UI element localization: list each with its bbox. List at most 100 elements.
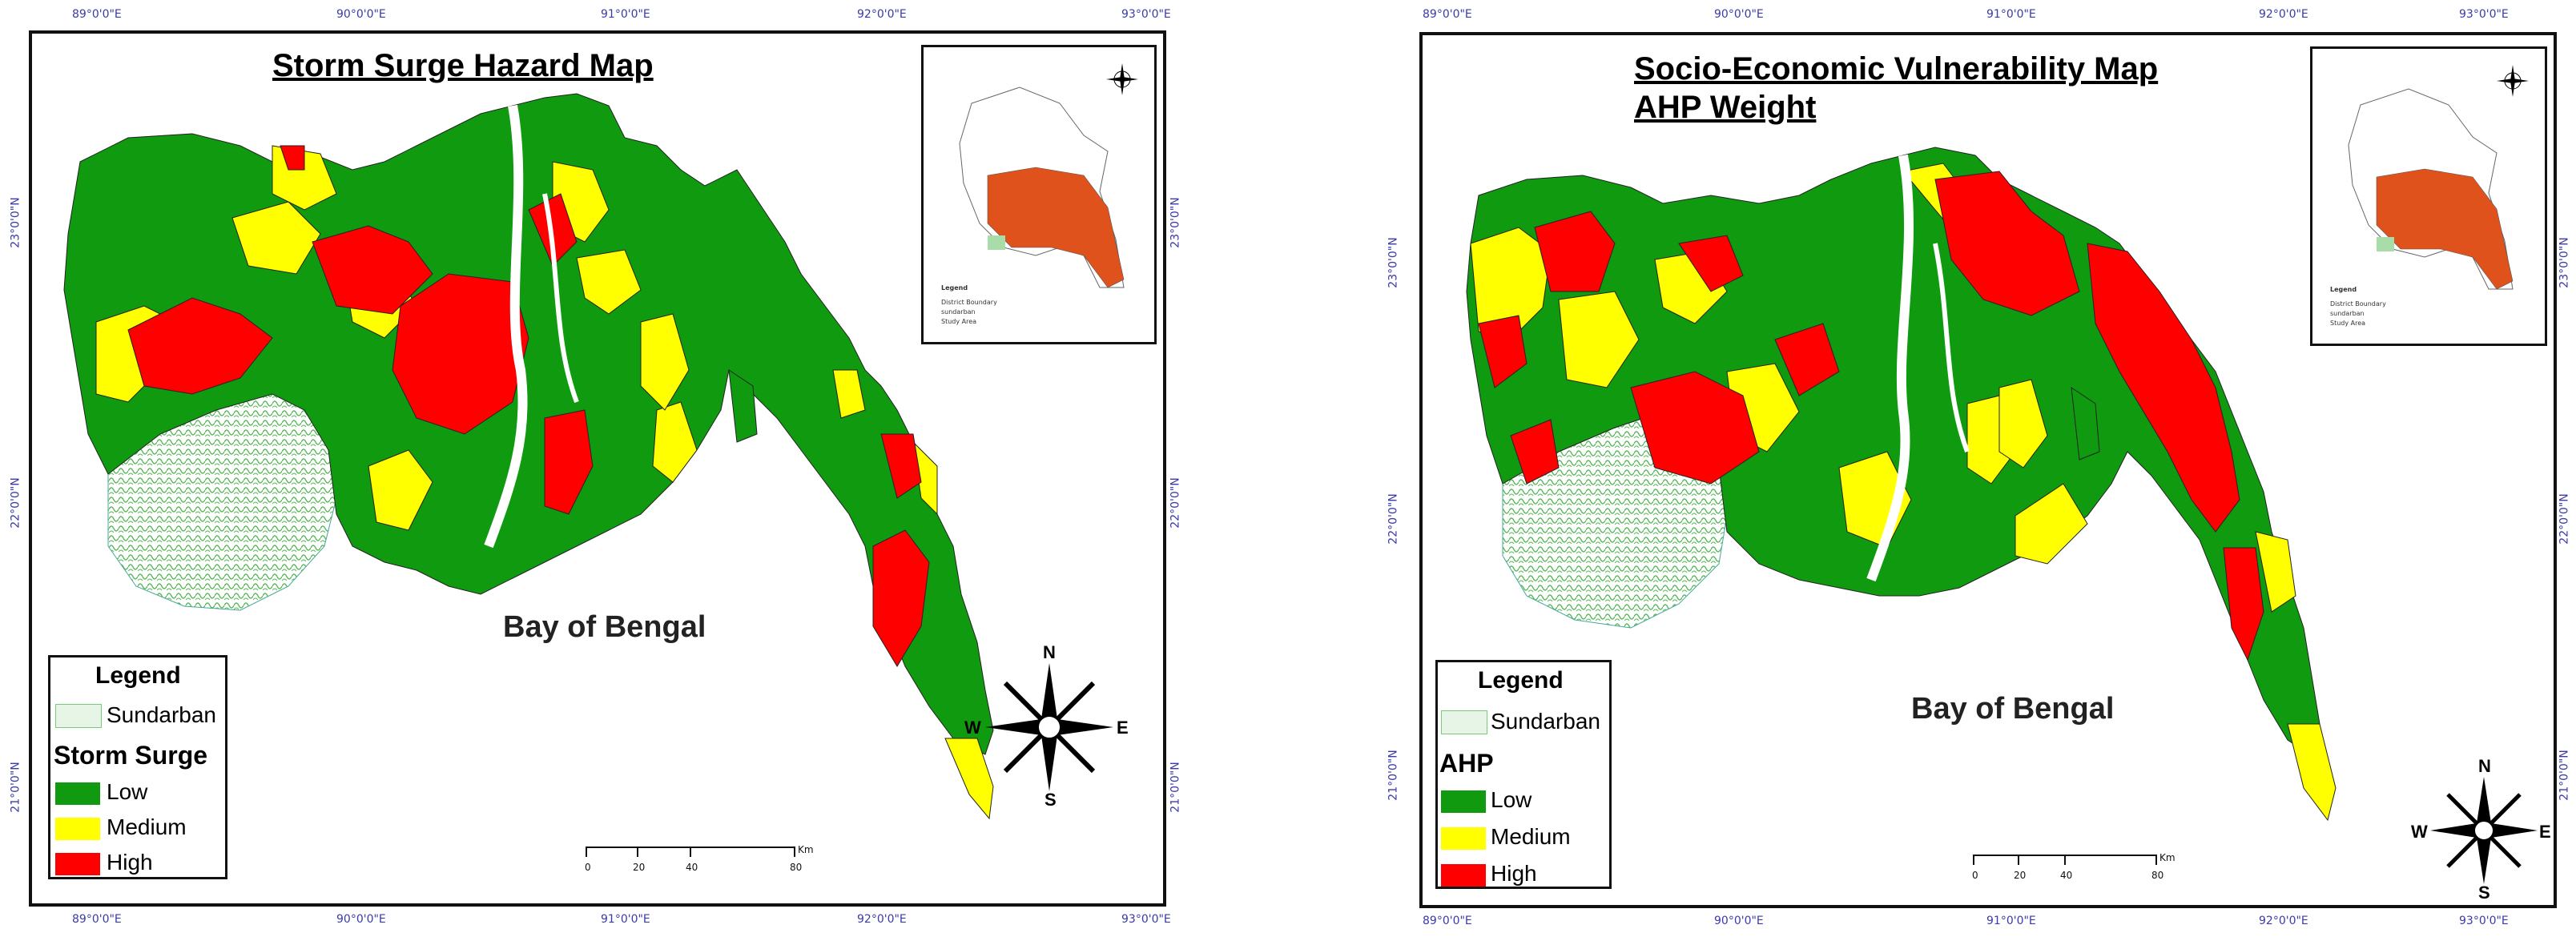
zone-medium: [2015, 483, 2088, 565]
scale-tick: 20: [633, 862, 646, 873]
top-coord-label: 89°0'0"E: [1423, 8, 1472, 21]
map-title: Socio-Economic Vulnerability Map: [1634, 51, 2159, 86]
north-arrow: N S W E: [964, 642, 1129, 810]
left-coord-label: 22°0'0"N: [1387, 493, 1400, 545]
scale-tick: 20: [2014, 870, 2027, 881]
legend-title: Legend: [1478, 667, 1564, 694]
inset-legend-item: Study Area: [941, 318, 977, 325]
compass-w: W: [964, 718, 981, 738]
zone-high: [2087, 243, 2240, 533]
storm-surge-map-panel: 89°0'0"E 90°0'0"E 91°0'0"E 92°0'0"E 93°0…: [0, 0, 1201, 941]
scale-tick: 80: [790, 862, 803, 873]
location-inset-map: Legend District Boundary sundarban Study…: [921, 45, 1157, 344]
island: [640, 313, 690, 411]
legend-label-high: High: [107, 850, 153, 875]
zone-high: [280, 145, 305, 171]
map-legend: Legend Sundarban Storm Surge Low Medium …: [48, 655, 227, 879]
top-coord-label: 93°0'0"E: [1121, 8, 1171, 21]
legend-label-medium: Medium: [107, 814, 187, 839]
zone-high: [880, 433, 922, 499]
zone-high: [1510, 419, 1560, 485]
compass-s: S: [2478, 883, 2490, 903]
scale-unit: Km: [798, 844, 814, 855]
legend-label-sundarban: Sundarban: [1491, 709, 1601, 734]
legend-label-high: High: [1491, 861, 1537, 886]
zone-medium: [652, 401, 698, 483]
zone-high: [127, 297, 273, 395]
bottom-coord-label: 92°0'0"E: [857, 913, 907, 926]
scale-tick: 0: [1972, 870, 1978, 881]
legend-swatch-high: [1441, 864, 1486, 887]
zone-high: [1934, 171, 2080, 316]
right-coord-label: 22°0'0"N: [1169, 477, 1182, 529]
river: [1866, 154, 1914, 582]
bottom-coord-label: 92°0'0"E: [2259, 915, 2308, 927]
zone-high: [1678, 235, 1744, 292]
sea-label: Bay of Bengal: [503, 610, 706, 644]
bottom-coord-label: 91°0'0"E: [1986, 915, 2036, 927]
zone-medium: [1558, 291, 1640, 388]
scale-tick: 40: [686, 862, 698, 873]
scale-bar: 0 20 40 80 Km: [585, 844, 814, 878]
legend-label-low: Low: [1491, 787, 1532, 812]
zone-medium: [576, 249, 642, 315]
legend-heading: AHP: [1439, 749, 1494, 778]
inset-legend-title: Legend: [941, 284, 968, 292]
top-coord-label: 92°0'0"E: [2259, 8, 2308, 21]
compass-n: N: [1043, 642, 1056, 662]
right-coord-label: 21°0'0"N: [1169, 762, 1182, 813]
bottom-coord-label: 91°0'0"E: [601, 913, 650, 926]
right-coord-label: 23°0'0"N: [1169, 197, 1182, 248]
legend-swatch-medium: [55, 818, 100, 840]
bottom-coord-label: 90°0'0"E: [1714, 915, 1764, 927]
legend-swatch-low: [1441, 790, 1486, 813]
map-legend: Legend Sundarban AHP Low Medium High: [1435, 660, 1612, 889]
zone-medium: [231, 201, 321, 275]
left-coord-label: 22°0'0"N: [9, 477, 22, 529]
study-area-map: [63, 93, 994, 820]
river: [484, 104, 528, 549]
inset-legend-item: sundarban: [941, 308, 976, 316]
compass-e: E: [1117, 718, 1129, 738]
zone-high: [1534, 211, 1616, 292]
zone-high: [392, 273, 529, 435]
river: [542, 193, 579, 404]
top-coord-label: 90°0'0"E: [336, 8, 386, 21]
scale-tick: 0: [585, 862, 591, 873]
left-coord-label: 23°0'0"N: [1387, 237, 1400, 288]
zone-medium: [944, 738, 994, 820]
left-coord-label: 21°0'0"N: [9, 762, 22, 813]
left-coord-label: 23°0'0"N: [9, 197, 22, 248]
zone-high: [544, 409, 594, 515]
north-arrow: N S W E: [2411, 756, 2552, 903]
zone-high: [872, 529, 930, 667]
legend-swatch-low: [55, 782, 100, 805]
scale-tick: 40: [2060, 870, 2073, 881]
island: [2071, 386, 2100, 460]
socio-economic-vulnerability-map-panel: 89°0'0"E 90°0'0"E 91°0'0"E 92°0'0"E 93°0…: [1387, 0, 2576, 941]
island: [728, 368, 758, 443]
map-subtitle: AHP Weight: [1634, 90, 1817, 125]
zone-high: [1630, 371, 1760, 485]
compass-w: W: [2411, 822, 2428, 842]
top-coord-label: 89°0'0"E: [72, 8, 122, 21]
zone-high: [312, 225, 433, 315]
bottom-coord-label: 93°0'0"E: [2459, 915, 2509, 927]
legend-swatch-high: [55, 853, 100, 875]
island: [1998, 379, 2048, 468]
right-coord-label: 22°0'0"N: [2558, 493, 2571, 545]
top-coord-label: 91°0'0"E: [601, 8, 650, 21]
inset-legend-item: sundarban: [2330, 310, 2365, 317]
compass-s: S: [1044, 790, 1057, 810]
top-coord-label: 92°0'0"E: [857, 8, 907, 21]
top-coord-label: 90°0'0"E: [1714, 8, 1764, 21]
left-coord-label: 21°0'0"N: [1387, 750, 1400, 801]
top-coord-label: 91°0'0"E: [1986, 8, 2036, 21]
right-coord-label: 23°0'0"N: [2558, 237, 2571, 288]
legend-label-low: Low: [107, 779, 148, 804]
zone-medium: [1470, 227, 1552, 340]
river: [1933, 243, 1970, 453]
legend-label-medium: Medium: [1491, 824, 1571, 849]
legend-swatch-sundarban: [1441, 710, 1487, 734]
sea-label: Bay of Bengal: [1911, 692, 2115, 726]
